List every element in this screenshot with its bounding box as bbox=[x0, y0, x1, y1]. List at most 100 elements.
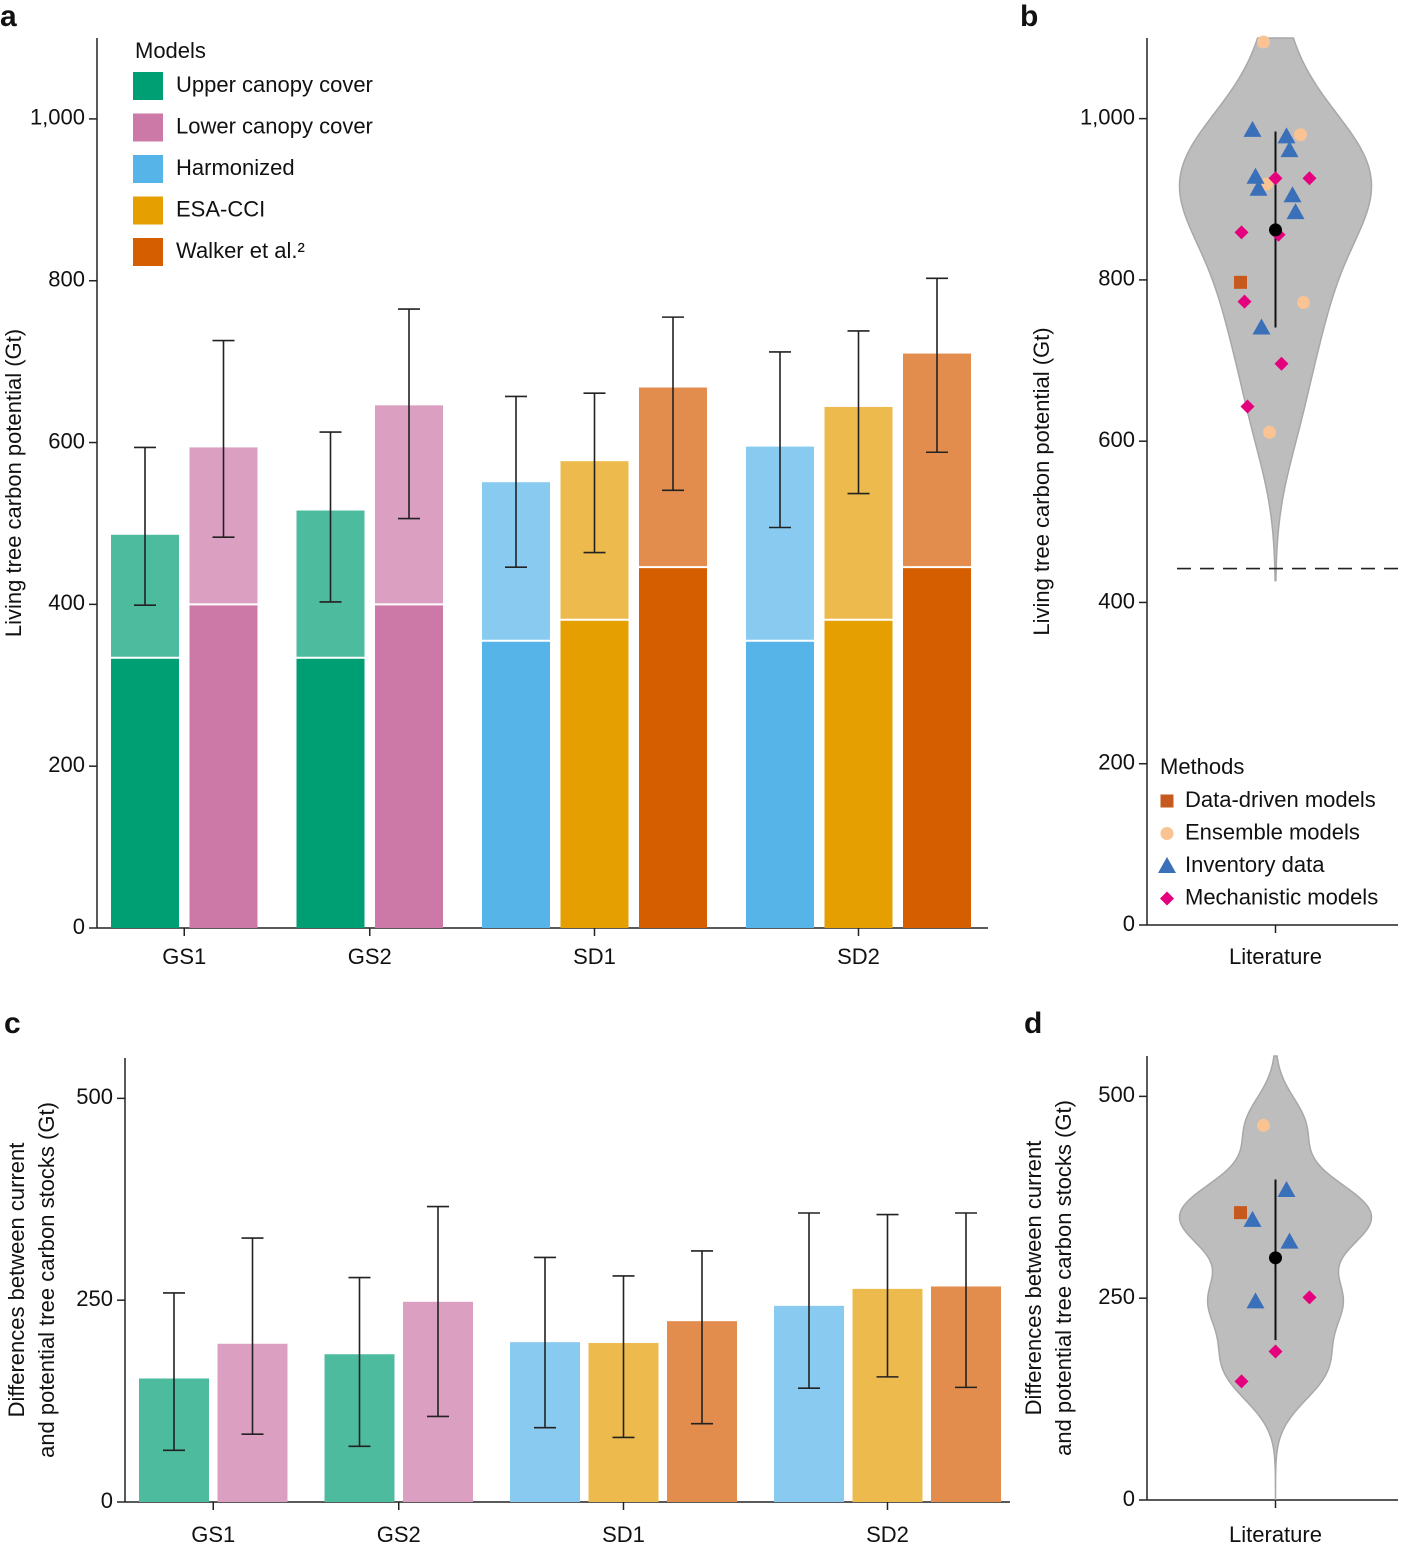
x-tick-label: SD1 bbox=[602, 1522, 645, 1547]
point bbox=[1234, 275, 1247, 289]
point bbox=[1280, 1232, 1299, 1249]
point bbox=[1234, 1374, 1249, 1389]
point bbox=[1246, 1292, 1265, 1309]
legend-label: Lower canopy cover bbox=[176, 113, 373, 138]
mean-point bbox=[1269, 223, 1282, 237]
y-tick-label: 0 bbox=[73, 914, 85, 939]
error-bar bbox=[348, 1276, 371, 1448]
point bbox=[1297, 295, 1310, 309]
legend-marker bbox=[1160, 827, 1174, 840]
error-bar bbox=[212, 339, 235, 539]
point bbox=[1234, 225, 1249, 240]
y-axis-title: and potential tree carbon stocks (Gt) bbox=[1051, 1100, 1076, 1456]
point bbox=[1283, 186, 1302, 203]
panel-label: c bbox=[4, 1007, 21, 1040]
error-bar bbox=[612, 1275, 635, 1439]
error-bar bbox=[163, 1292, 185, 1452]
error-bar bbox=[134, 446, 156, 606]
y-axis-title: Living tree carbon potential (Gt) bbox=[1, 329, 26, 637]
y-tick-label: 1,000 bbox=[30, 105, 85, 130]
error-bar bbox=[691, 1250, 713, 1425]
error-bar bbox=[241, 1237, 264, 1435]
legend-marker bbox=[1158, 857, 1176, 873]
legend-swatch bbox=[133, 113, 163, 142]
bar-segment bbox=[111, 657, 179, 928]
y-axis-title: and potential tree carbon stocks (Gt) bbox=[34, 1102, 59, 1458]
error-bar bbox=[926, 277, 948, 454]
y-axis-title: Differences between current bbox=[4, 1143, 29, 1418]
legend-label: ESA-CCI bbox=[176, 196, 265, 221]
legend-label: Inventory data bbox=[1185, 852, 1325, 877]
bar-segment bbox=[824, 619, 893, 928]
y-tick-label: 0 bbox=[1123, 1486, 1135, 1511]
point bbox=[1257, 35, 1270, 49]
legend-label: Walker et al.² bbox=[176, 238, 305, 263]
x-tick-label: SD2 bbox=[837, 944, 880, 969]
bar-segment bbox=[746, 640, 814, 928]
legend-label: Upper canopy cover bbox=[176, 72, 373, 97]
error-bar bbox=[398, 308, 420, 520]
y-tick-label: 400 bbox=[48, 590, 85, 615]
x-tick-label: GS2 bbox=[377, 1522, 421, 1547]
x-tick-label: SD1 bbox=[573, 944, 616, 969]
y-tick-label: 600 bbox=[48, 428, 85, 453]
error-bar bbox=[769, 351, 791, 529]
x-tick-label: Literature bbox=[1229, 944, 1322, 969]
error-bar bbox=[955, 1212, 977, 1389]
y-tick-label: 800 bbox=[48, 267, 85, 292]
point bbox=[1252, 318, 1271, 335]
error-bar bbox=[798, 1212, 820, 1389]
point bbox=[1268, 171, 1283, 186]
point bbox=[1237, 294, 1252, 309]
point bbox=[1243, 1210, 1262, 1227]
error-bar bbox=[847, 330, 870, 495]
point bbox=[1280, 141, 1299, 158]
y-tick-label: 500 bbox=[76, 1084, 113, 1109]
point bbox=[1274, 356, 1289, 371]
panel-label: a bbox=[0, 0, 17, 33]
point bbox=[1263, 425, 1276, 439]
error-bar bbox=[662, 316, 684, 492]
x-tick-label: GS1 bbox=[162, 944, 206, 969]
error-bar bbox=[534, 1256, 556, 1429]
point bbox=[1246, 167, 1265, 184]
error-bar bbox=[583, 392, 606, 554]
y-tick-label: 0 bbox=[1123, 911, 1135, 936]
mean-point bbox=[1269, 1251, 1282, 1265]
y-tick-label: 1,000 bbox=[1080, 104, 1135, 129]
point bbox=[1268, 1344, 1283, 1359]
y-tick-label: 250 bbox=[1098, 1284, 1135, 1309]
panel-label: b bbox=[1020, 0, 1038, 33]
error-bar bbox=[427, 1205, 449, 1418]
legend-title: Methods bbox=[1160, 754, 1244, 779]
bar-segment bbox=[375, 604, 443, 928]
point bbox=[1249, 179, 1268, 196]
point bbox=[1234, 1206, 1247, 1220]
y-axis-title: Living tree carbon potential (Gt) bbox=[1029, 327, 1054, 635]
legend-marker bbox=[1160, 891, 1174, 906]
y-tick-label: 200 bbox=[48, 752, 85, 777]
y-tick-label: 250 bbox=[76, 1286, 113, 1311]
point bbox=[1294, 128, 1307, 142]
legend-swatch bbox=[133, 72, 163, 100]
y-tick-label: 0 bbox=[101, 1488, 113, 1513]
y-tick-label: 800 bbox=[1098, 266, 1135, 291]
bar-segment bbox=[903, 567, 971, 928]
y-tick-label: 400 bbox=[1098, 588, 1135, 613]
x-tick-label: Literature bbox=[1229, 1522, 1322, 1547]
y-axis-title: Differences between current bbox=[1021, 1141, 1046, 1416]
point bbox=[1277, 127, 1296, 144]
point bbox=[1240, 399, 1255, 414]
legend-swatch bbox=[133, 238, 163, 266]
point bbox=[1302, 1290, 1317, 1305]
error-bar bbox=[876, 1213, 899, 1378]
legend-marker bbox=[1160, 794, 1174, 808]
x-tick-label: SD2 bbox=[866, 1522, 909, 1547]
y-tick-label: 600 bbox=[1098, 427, 1135, 452]
bar-segment bbox=[482, 640, 550, 928]
error-bar bbox=[319, 431, 342, 603]
legend-swatch bbox=[133, 155, 163, 183]
bar-segment bbox=[639, 567, 707, 928]
point bbox=[1260, 177, 1273, 191]
error-bar bbox=[505, 395, 527, 568]
